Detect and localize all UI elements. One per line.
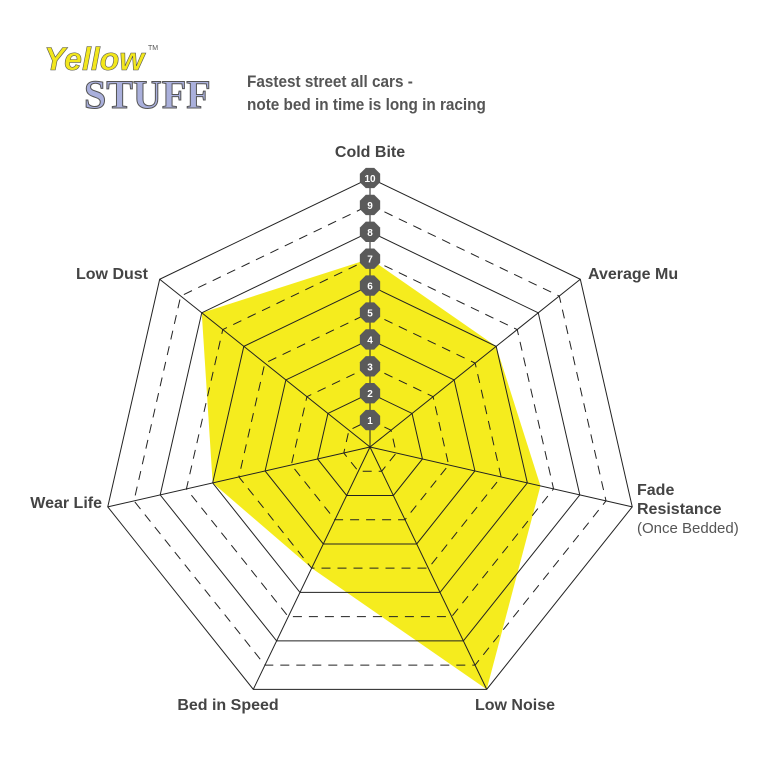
- axis-spoke: [369, 278, 581, 448]
- scale-marker: [359, 383, 381, 404]
- axis-spoke: [159, 278, 371, 448]
- scale-tick-label: 8: [367, 228, 373, 239]
- scale-tick-label: 4: [367, 335, 373, 346]
- scale-tick-label: 10: [364, 174, 376, 185]
- grid-ring-10: [107, 177, 633, 690]
- svg-text:TM: TM: [148, 45, 158, 52]
- scale-marker: [359, 194, 381, 216]
- axis-spoke: [369, 446, 633, 508]
- axis-sublabel: (Once Bedded): [637, 520, 739, 537]
- scale-marker: [359, 329, 381, 350]
- yellow-stuff-logo: Yellow TM STUFF: [40, 36, 211, 121]
- grid-ring-6: [212, 285, 528, 593]
- grid-ring-8: [159, 231, 581, 642]
- grid-ring-9: [133, 204, 607, 666]
- scale-tick-label: 1: [367, 416, 373, 427]
- scale-tick-label: 7: [367, 255, 373, 266]
- axis-spoke: [369, 446, 488, 690]
- scale-tick-label: 3: [367, 362, 373, 373]
- scale-marker: [359, 275, 381, 296]
- axis-label: Cold Bite: [335, 144, 405, 161]
- scale-marker: [359, 221, 381, 242]
- svg-text:Yellow: Yellow: [44, 41, 146, 77]
- axis-spoke: [252, 446, 371, 690]
- axis-label: Low Noise: [475, 697, 555, 714]
- axis-label: Low Dust: [76, 266, 149, 283]
- scale-marker: [359, 167, 381, 189]
- data-area: [201, 258, 541, 690]
- grid-ring-3: [290, 365, 450, 521]
- scale-tick-label: 2: [367, 389, 373, 400]
- grid-ring-5: [238, 311, 502, 569]
- scale-marker: [359, 409, 381, 431]
- title-line-2: note bed in time is long in racing: [247, 95, 486, 114]
- grid-ring-1: [343, 419, 397, 472]
- grid-ring-4: [264, 338, 476, 545]
- scale-marker: [359, 356, 381, 377]
- axis-label: Bed in Speed: [177, 697, 278, 714]
- scale-tick-label: 6: [367, 282, 373, 293]
- title-line-1: Fastest street all cars -: [247, 72, 413, 91]
- scale-tick-label: 9: [367, 201, 373, 212]
- scale-tick-label: 5: [367, 309, 373, 320]
- chart-title: Fastest street all cars - note bed in ti…: [247, 70, 486, 116]
- axis-spoke: [107, 446, 371, 508]
- axis-label: Wear Life: [30, 495, 102, 512]
- grid-ring-2: [317, 392, 423, 496]
- axis-label: Average Mu: [588, 266, 678, 283]
- scale-marker: [359, 248, 381, 269]
- axis-label: Fade: [637, 482, 674, 499]
- svg-text:STUFF: STUFF: [84, 72, 210, 116]
- scale-marker: [359, 302, 381, 323]
- axis-label-line-2: Resistance: [637, 501, 722, 518]
